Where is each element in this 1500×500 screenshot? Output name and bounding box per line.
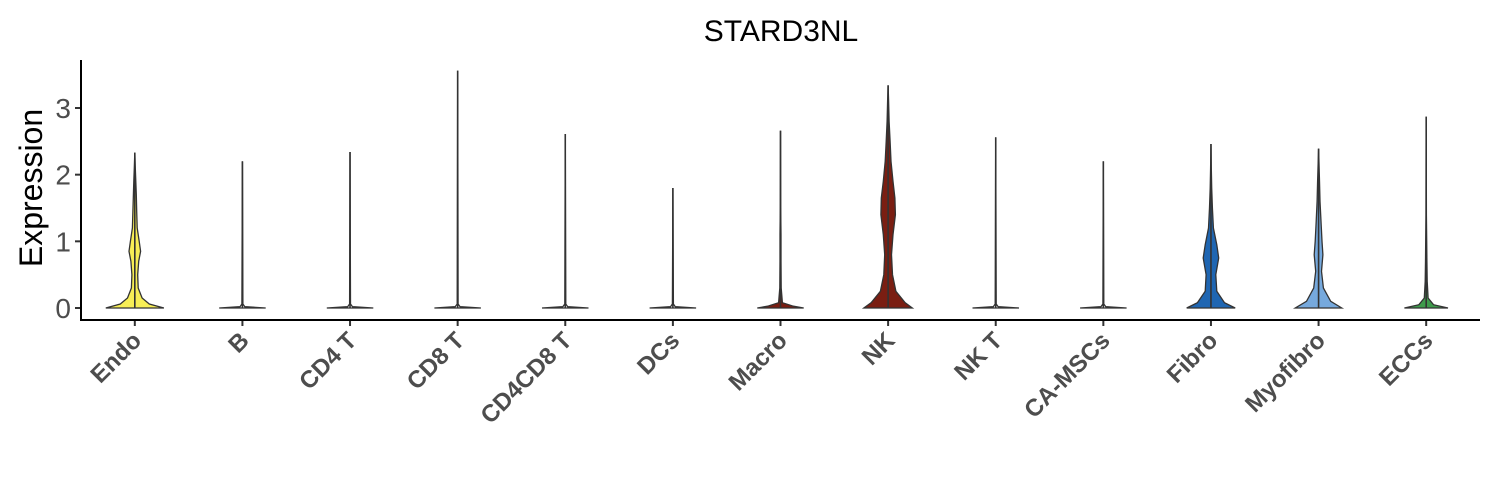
x-tick-label-cd4-t: CD4 T bbox=[294, 327, 362, 395]
y-tick-label-1: 1 bbox=[55, 226, 71, 257]
x-tick-label-eccs: ECCs bbox=[1374, 327, 1438, 391]
x-tick-label-b: B bbox=[223, 327, 254, 358]
x-tick-label-nk: NK bbox=[857, 327, 901, 371]
x-tick-label-nk-t: NK T bbox=[949, 327, 1008, 386]
x-tick-label-cd8-t: CD8 T bbox=[402, 327, 470, 395]
chart-title: STARD3NL bbox=[704, 15, 858, 48]
x-tick-label-fibro: Fibro bbox=[1162, 327, 1224, 389]
x-tick-label-macro: Macro bbox=[724, 327, 793, 396]
y-tick-label-0: 0 bbox=[55, 293, 71, 324]
y-tick-label-3: 3 bbox=[55, 93, 71, 124]
violins bbox=[105, 70, 1449, 309]
x-axis-ticks: Endo B CD4 T CD8 T CD4CD8 T DCs Macro NK NK T CA-… bbox=[86, 320, 1438, 429]
y-axis-ticks: 0 1 2 3 bbox=[55, 93, 81, 324]
x-tick-label-endo: Endo bbox=[86, 327, 148, 389]
x-tick-label-dcs: DCs bbox=[632, 327, 685, 380]
x-tick-label-myofibro: Myofibro bbox=[1240, 327, 1331, 418]
y-axis-label: Expression bbox=[13, 109, 49, 267]
x-tick-label-cd4cd8-t: CD4CD8 T bbox=[475, 327, 577, 429]
y-tick-label-2: 2 bbox=[55, 160, 71, 191]
x-tick-label-ca-mscs: CA-MSCs bbox=[1019, 327, 1115, 423]
